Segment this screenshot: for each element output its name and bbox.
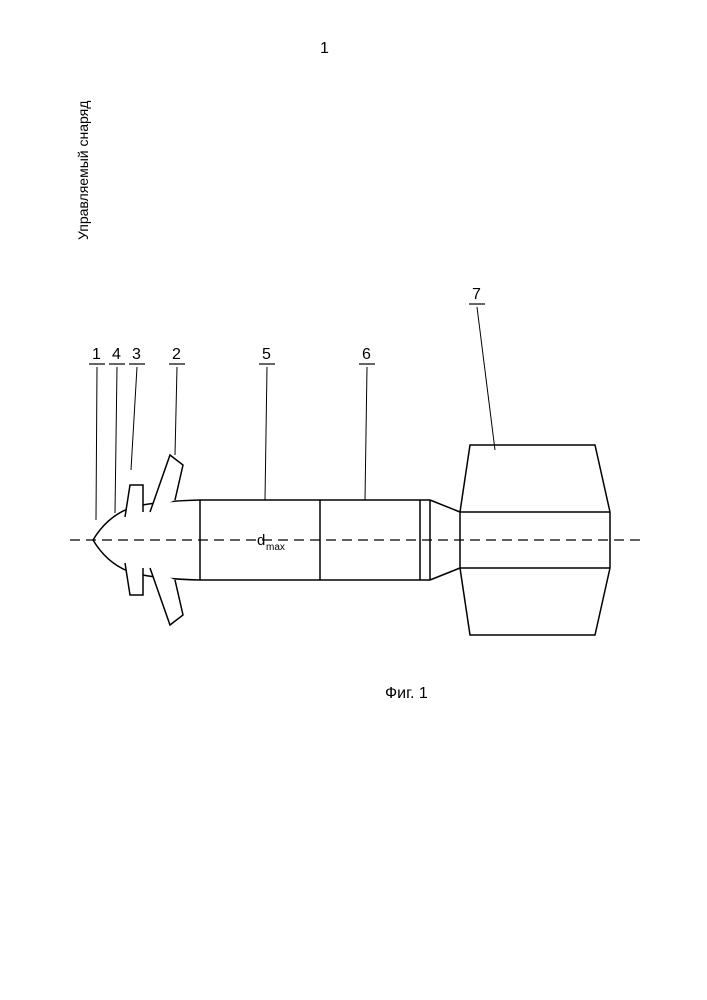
callout-label-c6: 6 (362, 346, 371, 363)
callout-label-c3: 3 (132, 346, 141, 363)
nose-outline-top (93, 500, 200, 540)
neck-top (430, 500, 460, 512)
callout-label-c1: 1 (92, 346, 101, 363)
nose-outline-bottom (93, 540, 200, 580)
callout-label-c5: 5 (262, 346, 271, 363)
callout-label-c2: 2 (172, 346, 181, 363)
callout-label-c7: 7 (472, 286, 481, 303)
canard-bottom-back (150, 568, 183, 625)
canard-top-back (150, 455, 183, 512)
callout-leader-c5 (265, 367, 267, 500)
page-number: 1 (320, 40, 329, 58)
callout-leader-c4 (115, 367, 117, 513)
tail-fin-bottom (460, 568, 610, 635)
dmax-subscript: max (266, 542, 285, 553)
callout-leader-c1 (96, 367, 97, 520)
callout-leader-c6 (365, 367, 367, 500)
diagram-title: Управляемый снаряд (75, 101, 91, 240)
callout-leader-c3 (131, 367, 137, 470)
tail-fin-top (460, 445, 610, 512)
dmax-label: d (257, 532, 265, 549)
callout-leader-c2 (175, 367, 177, 455)
neck-bottom (430, 568, 460, 580)
callout-leader-c7 (477, 307, 495, 450)
figure-label: Фиг. 1 (385, 685, 428, 703)
canard-top-front (125, 485, 143, 517)
canard-bottom-front (125, 563, 143, 595)
callout-label-c4: 4 (112, 346, 121, 363)
